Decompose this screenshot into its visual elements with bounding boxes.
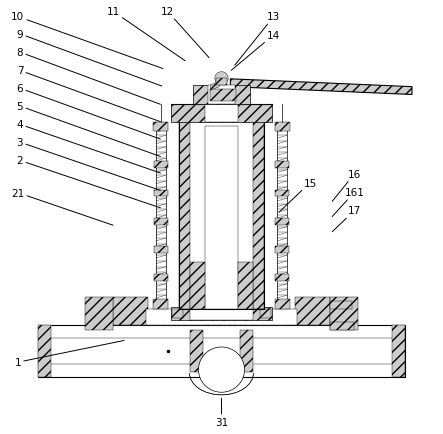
Polygon shape	[190, 262, 205, 309]
Text: 31: 31	[215, 398, 228, 427]
Text: 12: 12	[161, 7, 209, 59]
Polygon shape	[275, 122, 290, 132]
Polygon shape	[238, 262, 253, 309]
Polygon shape	[172, 309, 183, 318]
Polygon shape	[275, 274, 289, 281]
Polygon shape	[210, 82, 219, 91]
Polygon shape	[205, 105, 238, 122]
Text: 6: 6	[17, 84, 160, 140]
Polygon shape	[85, 297, 113, 330]
Polygon shape	[171, 308, 272, 320]
Polygon shape	[154, 274, 168, 281]
Polygon shape	[275, 190, 289, 197]
Text: 15: 15	[279, 178, 317, 213]
Text: 11: 11	[106, 7, 185, 62]
Text: 1: 1	[15, 341, 124, 367]
Polygon shape	[216, 79, 227, 85]
Polygon shape	[253, 122, 264, 309]
Text: 5: 5	[17, 102, 160, 157]
Text: 8: 8	[17, 48, 160, 105]
Polygon shape	[193, 85, 250, 105]
Polygon shape	[146, 309, 297, 326]
Polygon shape	[179, 122, 190, 309]
Polygon shape	[38, 326, 51, 378]
Polygon shape	[154, 246, 168, 253]
Polygon shape	[113, 297, 148, 326]
Polygon shape	[190, 308, 253, 320]
Polygon shape	[205, 127, 238, 309]
Polygon shape	[330, 322, 354, 330]
Text: 161: 161	[332, 188, 364, 217]
Polygon shape	[154, 218, 168, 225]
Text: 7: 7	[17, 66, 160, 122]
Polygon shape	[240, 331, 253, 372]
Polygon shape	[210, 89, 236, 102]
Polygon shape	[208, 85, 235, 105]
Text: 17: 17	[332, 206, 361, 232]
Text: 14: 14	[231, 31, 280, 71]
Polygon shape	[275, 299, 290, 309]
Text: 16: 16	[332, 170, 361, 202]
Polygon shape	[38, 326, 405, 378]
Circle shape	[198, 347, 245, 392]
Polygon shape	[275, 162, 289, 169]
Text: 10: 10	[11, 13, 163, 69]
Polygon shape	[89, 309, 354, 326]
Polygon shape	[154, 190, 168, 197]
Polygon shape	[330, 301, 352, 309]
Polygon shape	[154, 162, 168, 169]
Text: 4: 4	[17, 120, 160, 174]
Polygon shape	[295, 297, 330, 326]
Polygon shape	[190, 331, 203, 372]
Text: 13: 13	[235, 13, 280, 66]
Polygon shape	[153, 122, 168, 132]
Polygon shape	[171, 105, 272, 122]
Polygon shape	[153, 299, 168, 309]
Text: 21: 21	[11, 188, 113, 226]
Polygon shape	[275, 246, 289, 253]
Text: 9: 9	[17, 30, 162, 87]
Polygon shape	[330, 297, 358, 330]
Polygon shape	[392, 326, 405, 378]
Text: 3: 3	[17, 138, 160, 191]
Polygon shape	[230, 80, 412, 95]
Polygon shape	[275, 218, 289, 225]
Ellipse shape	[215, 72, 228, 85]
Text: 2: 2	[17, 156, 160, 208]
Polygon shape	[260, 309, 271, 318]
